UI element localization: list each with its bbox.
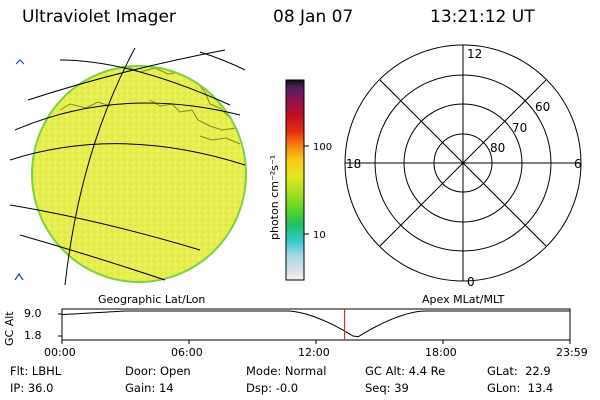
status-door: Door: Open: [125, 364, 191, 378]
mlat-label-70: 70: [512, 121, 527, 135]
status-gain: Gain: 14: [125, 381, 174, 395]
polar-mlat-mlt-plot: [344, 44, 582, 282]
geo-projection-label: Geographic Lat/Lon: [98, 293, 206, 306]
altitude-timeline: [58, 308, 571, 344]
apex-projection-label: Apex MLat/MLT: [422, 293, 505, 306]
header-time: 13:21:12 UT: [430, 7, 535, 27]
mlt-label-12: 12: [467, 47, 482, 61]
time-tick-label: 12:00: [298, 346, 330, 359]
altitude-tick-label: 9.0: [24, 307, 42, 320]
colorbar-gradient: [285, 79, 305, 281]
status-ip: IP: 36.0: [10, 381, 54, 395]
colorbar-tick-label: 100: [313, 142, 332, 153]
status-seq: Seq: 39: [365, 381, 409, 395]
colorbar-tick-label: 10: [313, 230, 326, 241]
status-mode: Mode: Normal: [246, 364, 327, 378]
time-tick-label: 06:00: [171, 346, 203, 359]
time-tick-label: 23:59: [556, 346, 588, 359]
mlat-label-60: 60: [535, 100, 550, 114]
status-dsp: Dsp: -0.0: [246, 381, 299, 395]
colorbar: 100 10 photon cm⁻²s⁻¹: [268, 79, 332, 281]
header-date: 08 Jan 07: [273, 7, 354, 27]
status-glat: GLat: 22.9: [487, 364, 551, 378]
status-gc-alt: GC Alt: 4.4 Re: [365, 364, 446, 378]
status-flt: Flt: LBHL: [10, 364, 62, 378]
app-title: Ultraviolet Imager: [22, 7, 176, 27]
altitude-curve: [61, 310, 570, 338]
colorbar-unit-label: photon cm⁻²s⁻¹: [268, 155, 281, 240]
time-tick-label: 18:00: [425, 346, 457, 359]
mlt-label-6: 6: [574, 157, 582, 171]
polar-diagonal: [379, 79, 547, 247]
mlat-label-80: 80: [490, 141, 505, 155]
geo-grid-lines: [9, 47, 246, 286]
mlt-label-0: 0: [467, 275, 475, 289]
altitude-tick-label: 1.8: [24, 329, 42, 342]
status-glon: GLon: 13.4: [487, 381, 554, 395]
altitude-plot-frame: [61, 308, 571, 341]
altitude-axis-label: GC Alt: [3, 311, 16, 346]
mlt-label-18: 18: [346, 157, 361, 171]
earth-disk: [31, 65, 247, 283]
uv-image-panel: [9, 47, 247, 286]
time-tick-label: 00:00: [44, 346, 76, 359]
